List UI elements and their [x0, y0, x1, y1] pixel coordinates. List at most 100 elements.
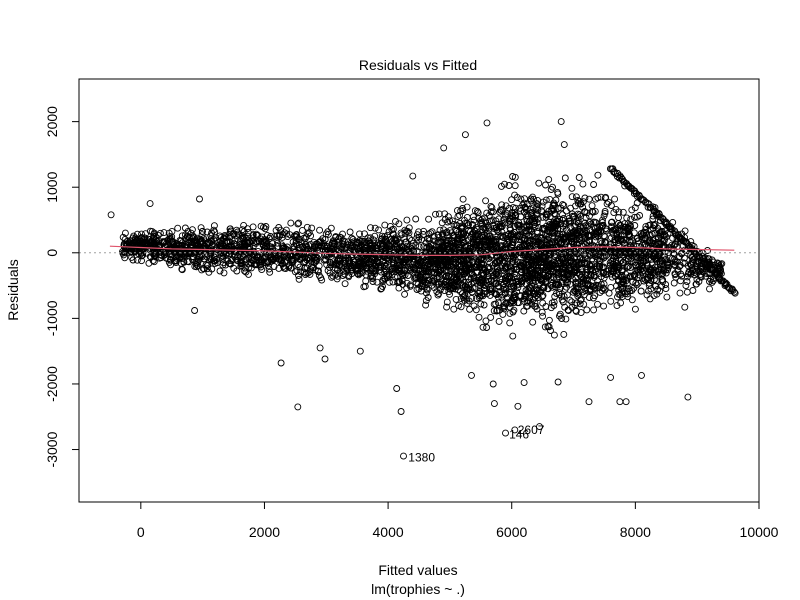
data-point	[594, 171, 602, 179]
data-point	[137, 250, 145, 258]
data-point	[602, 239, 610, 247]
data-point	[603, 270, 611, 278]
data-point	[250, 247, 258, 255]
data-point	[443, 232, 451, 240]
data-point	[423, 286, 431, 294]
data-point	[474, 237, 482, 245]
data-point	[415, 285, 423, 293]
data-point	[191, 307, 199, 314]
data-point	[616, 398, 624, 406]
data-point	[373, 258, 381, 266]
data-point	[566, 296, 574, 304]
y-tick-label: 2000	[44, 106, 60, 137]
data-point	[627, 215, 635, 223]
data-point	[607, 297, 615, 305]
data-point	[177, 259, 185, 267]
data-point	[428, 277, 436, 285]
data-point	[161, 239, 169, 247]
data-point	[615, 286, 623, 294]
data-point	[644, 274, 652, 282]
data-point	[457, 229, 465, 237]
data-point	[363, 267, 371, 275]
data-point	[533, 203, 541, 211]
data-point	[489, 208, 497, 216]
data-point	[148, 228, 156, 236]
data-point	[585, 195, 593, 203]
data-point	[443, 298, 451, 306]
data-point	[648, 261, 656, 269]
data-point	[267, 233, 274, 240]
data-point	[423, 244, 431, 252]
data-point	[574, 230, 582, 238]
data-point	[382, 244, 390, 252]
data-point	[308, 258, 316, 266]
data-point	[255, 237, 262, 245]
data-point	[267, 256, 275, 264]
data-point	[398, 277, 406, 285]
data-point	[607, 283, 615, 291]
data-point	[295, 275, 303, 283]
data-point	[483, 324, 491, 331]
chart-title: Residuals vs Fitted	[359, 57, 477, 73]
data-point	[217, 240, 225, 248]
data-point	[488, 269, 496, 277]
data-point	[176, 253, 183, 261]
data-point	[334, 265, 342, 273]
data-point	[583, 272, 591, 279]
data-point	[633, 213, 641, 221]
data-point	[716, 263, 724, 271]
data-point	[415, 236, 423, 244]
data-point	[211, 253, 218, 261]
data-point	[615, 276, 623, 284]
data-point	[382, 263, 390, 270]
data-point	[294, 220, 302, 228]
data-point	[488, 204, 496, 212]
data-point	[595, 230, 603, 238]
data-point	[354, 267, 362, 275]
data-point	[219, 259, 227, 267]
data-point	[641, 235, 649, 243]
data-point	[297, 238, 305, 246]
data-point	[522, 221, 530, 229]
data-point	[517, 195, 525, 203]
data-point	[655, 248, 663, 256]
smooth-line-layer	[109, 245, 735, 256]
data-point	[252, 230, 260, 238]
data-point	[594, 228, 602, 236]
data-point	[327, 224, 335, 232]
data-point	[249, 242, 257, 250]
data-point	[408, 261, 416, 269]
data-point	[389, 230, 397, 238]
data-point	[287, 219, 295, 227]
data-point	[548, 207, 556, 215]
data-point	[417, 274, 424, 282]
data-point	[166, 256, 174, 264]
data-point	[307, 266, 315, 274]
data-point	[511, 182, 519, 190]
data-point	[459, 256, 467, 264]
data-point	[392, 268, 400, 275]
data-point	[452, 227, 460, 235]
data-point	[561, 174, 569, 182]
data-point	[623, 264, 631, 271]
data-point	[572, 278, 580, 286]
data-point	[185, 234, 193, 242]
data-point	[238, 226, 246, 234]
data-point	[670, 250, 678, 258]
data-point	[638, 371, 645, 379]
data-point	[539, 312, 547, 320]
data-point	[609, 226, 617, 234]
data-point	[248, 237, 256, 245]
data-point	[480, 301, 488, 309]
data-point	[303, 223, 311, 231]
data-point	[565, 214, 573, 222]
data-point	[315, 238, 323, 246]
data-point	[659, 278, 667, 286]
data-point	[568, 257, 576, 265]
data-point	[494, 282, 502, 290]
data-point	[547, 304, 555, 312]
data-point	[142, 239, 150, 247]
data-point	[449, 275, 457, 283]
scatter-points	[107, 118, 739, 460]
